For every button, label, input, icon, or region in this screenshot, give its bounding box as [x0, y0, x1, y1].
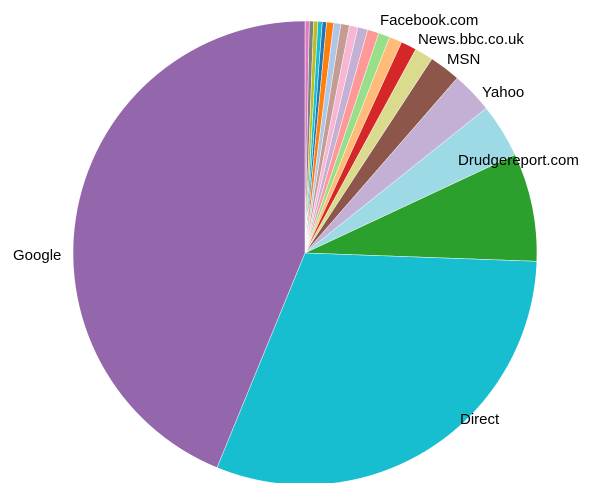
slice-label-facebook-com: Facebook.com [380, 12, 478, 29]
slice-label-drudgereport-com: Drudgereport.com [458, 152, 579, 169]
pie-slice-drudgereport-com [304, 154, 538, 262]
pie-slices [72, 20, 538, 483]
slice-label-msn: MSN [447, 51, 480, 68]
slice-label-google: Google [13, 247, 61, 264]
slice-label-direct: Direct [460, 411, 500, 428]
pie-slice-google [72, 20, 306, 468]
slice-label-news-bbc-co-uk: News.bbc.co.uk [418, 31, 524, 48]
slice-label-yahoo: Yahoo [482, 84, 524, 101]
